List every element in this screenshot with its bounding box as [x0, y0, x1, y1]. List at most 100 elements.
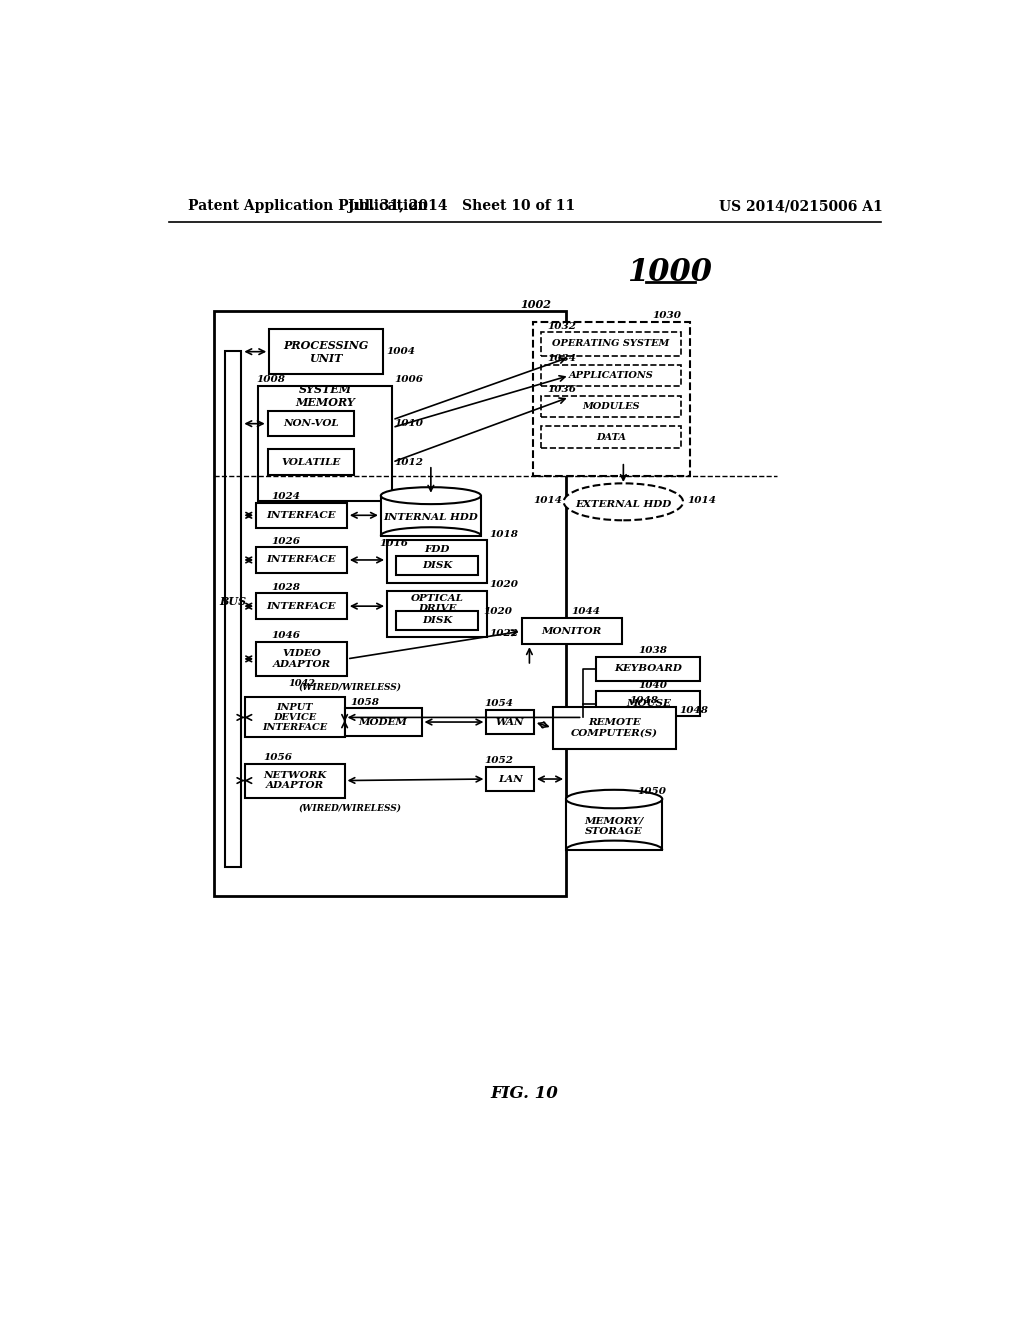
Bar: [256, 548, 347, 573]
Bar: [256, 503, 347, 528]
Text: KEYBOARD: KEYBOARD: [614, 664, 682, 673]
Text: Patent Application Publication: Patent Application Publication: [188, 199, 428, 213]
Text: WAN: WAN: [496, 718, 524, 726]
Text: 1010: 1010: [394, 420, 423, 428]
Text: 1036: 1036: [547, 385, 577, 393]
Bar: [596, 692, 700, 715]
Bar: [541, 396, 681, 417]
Text: 1006: 1006: [394, 375, 423, 384]
Bar: [541, 364, 681, 387]
Text: 1002: 1002: [520, 300, 551, 310]
Text: INTERFACE: INTERFACE: [266, 602, 336, 611]
Text: 1034: 1034: [547, 354, 577, 363]
Text: 1032: 1032: [547, 322, 577, 331]
Bar: [532, 322, 690, 475]
Text: EXTERNAL HDD: EXTERNAL HDD: [575, 500, 672, 510]
Bar: [214, 312, 566, 896]
Text: FIG. 10: FIG. 10: [490, 1085, 559, 1102]
Text: VOLATILE: VOLATILE: [282, 458, 340, 467]
Ellipse shape: [381, 487, 481, 504]
Text: MEMORY/
STORAGE: MEMORY/ STORAGE: [585, 816, 644, 836]
Text: 1026: 1026: [271, 537, 300, 545]
Text: 1038: 1038: [639, 645, 668, 655]
Bar: [256, 642, 347, 676]
Text: 1020: 1020: [489, 581, 518, 590]
Text: APPLICATIONS: APPLICATIONS: [568, 371, 653, 380]
Text: 1030: 1030: [652, 312, 681, 319]
Text: 1008: 1008: [256, 375, 285, 384]
Bar: [566, 799, 663, 850]
Text: Jul. 31, 2014   Sheet 10 of 11: Jul. 31, 2014 Sheet 10 of 11: [348, 199, 575, 213]
Text: OPERATING SYSTEM: OPERATING SYSTEM: [552, 339, 670, 348]
Ellipse shape: [563, 483, 683, 520]
Bar: [224, 351, 242, 867]
Bar: [541, 333, 681, 355]
Bar: [345, 708, 422, 737]
Text: NETWORK
ADAPTOR: NETWORK ADAPTOR: [263, 771, 327, 791]
Bar: [486, 710, 535, 734]
Bar: [541, 426, 681, 447]
Text: DATA: DATA: [596, 433, 626, 442]
Text: 1058: 1058: [351, 697, 380, 706]
Text: 1014: 1014: [532, 496, 562, 504]
Text: 1040: 1040: [639, 681, 668, 689]
Text: 1022: 1022: [489, 630, 518, 638]
Text: INPUT
DEVICE
INTERFACE: INPUT DEVICE INTERFACE: [262, 702, 327, 733]
Bar: [258, 385, 392, 502]
Bar: [387, 591, 487, 638]
Text: 1024: 1024: [271, 492, 300, 500]
Text: DISK: DISK: [422, 616, 453, 624]
Text: NON-VOL: NON-VOL: [283, 420, 339, 428]
Text: 1018: 1018: [489, 529, 518, 539]
Text: 1052: 1052: [484, 756, 514, 766]
Text: PROCESSING
UNIT: PROCESSING UNIT: [284, 339, 369, 363]
Text: INTERNAL HDD: INTERNAL HDD: [383, 512, 478, 521]
Text: 1012: 1012: [394, 458, 423, 467]
Bar: [596, 656, 700, 681]
Text: 1042: 1042: [289, 678, 315, 688]
Text: 1044: 1044: [571, 607, 601, 616]
Text: (WIRED/WIRELESS): (WIRED/WIRELESS): [299, 804, 401, 813]
Text: REMOTE
COMPUTER(S): REMOTE COMPUTER(S): [570, 718, 657, 738]
Text: 1014: 1014: [687, 496, 716, 504]
Text: MODULES: MODULES: [583, 401, 640, 411]
Text: (WIRED/WIRELESS): (WIRED/WIRELESS): [299, 682, 401, 692]
Bar: [521, 618, 622, 644]
Text: 1016: 1016: [379, 539, 409, 548]
Text: 1046: 1046: [271, 631, 300, 640]
Bar: [245, 697, 345, 738]
Text: 1050: 1050: [637, 787, 667, 796]
Text: 1000: 1000: [627, 257, 712, 288]
Text: SYSTEM
MEMORY: SYSTEM MEMORY: [295, 384, 355, 408]
Text: INTERFACE: INTERFACE: [266, 511, 336, 520]
Bar: [396, 611, 478, 630]
Text: OPTICAL
DRIVE: OPTICAL DRIVE: [411, 594, 464, 614]
Bar: [381, 496, 481, 536]
Text: VIDEO
ADAPTOR: VIDEO ADAPTOR: [272, 649, 331, 669]
Text: 1054: 1054: [484, 700, 514, 708]
Ellipse shape: [566, 789, 663, 808]
Text: FDD: FDD: [424, 545, 450, 554]
Text: BUS: BUS: [219, 595, 247, 607]
Bar: [267, 450, 354, 475]
Text: 1048: 1048: [680, 706, 709, 715]
Bar: [387, 540, 487, 582]
Text: MODEM: MODEM: [358, 718, 408, 726]
Bar: [245, 763, 345, 797]
Bar: [267, 411, 354, 437]
Text: INTERFACE: INTERFACE: [266, 556, 336, 565]
Text: 1056: 1056: [264, 752, 293, 762]
Bar: [486, 767, 535, 792]
Text: 1020: 1020: [483, 607, 512, 616]
Text: 1048: 1048: [630, 696, 658, 705]
Text: MOUSE: MOUSE: [626, 700, 671, 708]
Bar: [396, 557, 478, 576]
Text: DISK: DISK: [422, 561, 453, 570]
Bar: [269, 330, 383, 374]
Text: LAN: LAN: [498, 775, 522, 784]
Bar: [553, 706, 676, 748]
Text: MONITOR: MONITOR: [542, 627, 602, 636]
Text: 1004: 1004: [386, 347, 415, 356]
Text: 1028: 1028: [271, 583, 300, 591]
Text: US 2014/0215006 A1: US 2014/0215006 A1: [719, 199, 883, 213]
